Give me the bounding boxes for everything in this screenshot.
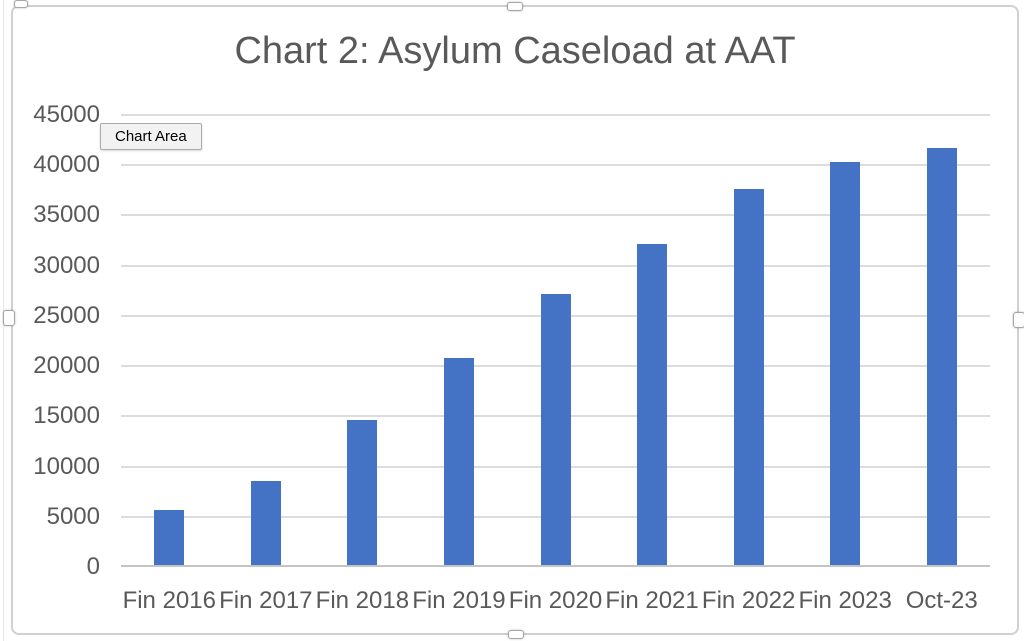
resize-handle-top[interactable] <box>507 2 523 11</box>
chart-object[interactable]: Chart 2: Asylum Caseload at AAT 0 5000 100… <box>3 0 1024 639</box>
y-axis-tick-label: 5000 <box>46 502 100 530</box>
x-axis-category-label: Fin 2019 <box>412 587 506 614</box>
y-axis-tick-label: 40000 <box>33 151 100 179</box>
chart-title[interactable]: Chart 2: Asylum Caseload at AAT <box>234 30 796 72</box>
chart-area-tooltip: Chart Area <box>100 123 202 150</box>
bar-fin-2020[interactable] <box>540 293 571 565</box>
x-axis-category-label: Fin 2021 <box>605 587 699 614</box>
x-axis-category-label: Fin 2018 <box>315 587 410 614</box>
gridline <box>121 114 990 116</box>
y-axis-tick-label: 30000 <box>33 251 100 279</box>
bar-fin-2019[interactable] <box>443 358 474 565</box>
y-axis-tick-label: 35000 <box>33 201 100 229</box>
bar-fin-2017[interactable] <box>250 480 281 565</box>
bar-fin-2016[interactable] <box>154 509 185 565</box>
chart-plot-area[interactable] <box>121 114 990 567</box>
gridline <box>121 214 990 217</box>
y-axis-tick-label: 10000 <box>33 452 100 480</box>
resize-handle-right[interactable] <box>1013 312 1024 328</box>
x-axis-category-label: Fin 2017 <box>219 587 313 614</box>
bar-fin-2023[interactable] <box>830 162 861 565</box>
gridline <box>121 264 990 267</box>
y-axis-tick-label: 25000 <box>33 301 100 329</box>
resize-handle-bottom[interactable] <box>508 630 524 639</box>
x-axis-category-label: Oct-23 <box>905 587 978 614</box>
bar-oct-23[interactable] <box>926 148 957 565</box>
x-axis-line <box>121 565 990 567</box>
y-axis-tick-label: 0 <box>86 553 100 580</box>
y-axis-tick-label: 20000 <box>33 352 100 380</box>
bar-fin-2018[interactable] <box>347 420 378 565</box>
x-axis-category-label: Fin 2022 <box>701 587 796 614</box>
y-axis-tick-label: 45000 <box>33 101 100 128</box>
gridline <box>121 164 990 167</box>
bar-fin-2022[interactable] <box>733 189 764 565</box>
x-axis-category-label: Fin 2020 <box>508 587 603 614</box>
resize-handle-top-left[interactable] <box>14 0 28 8</box>
resize-handle-left[interactable] <box>3 310 15 326</box>
x-axis-category-label: Fin 2016 <box>122 587 216 614</box>
y-axis-tick-label: 15000 <box>33 402 100 430</box>
bar-fin-2021[interactable] <box>637 243 668 565</box>
x-axis-category-label: Fin 2023 <box>798 587 892 614</box>
